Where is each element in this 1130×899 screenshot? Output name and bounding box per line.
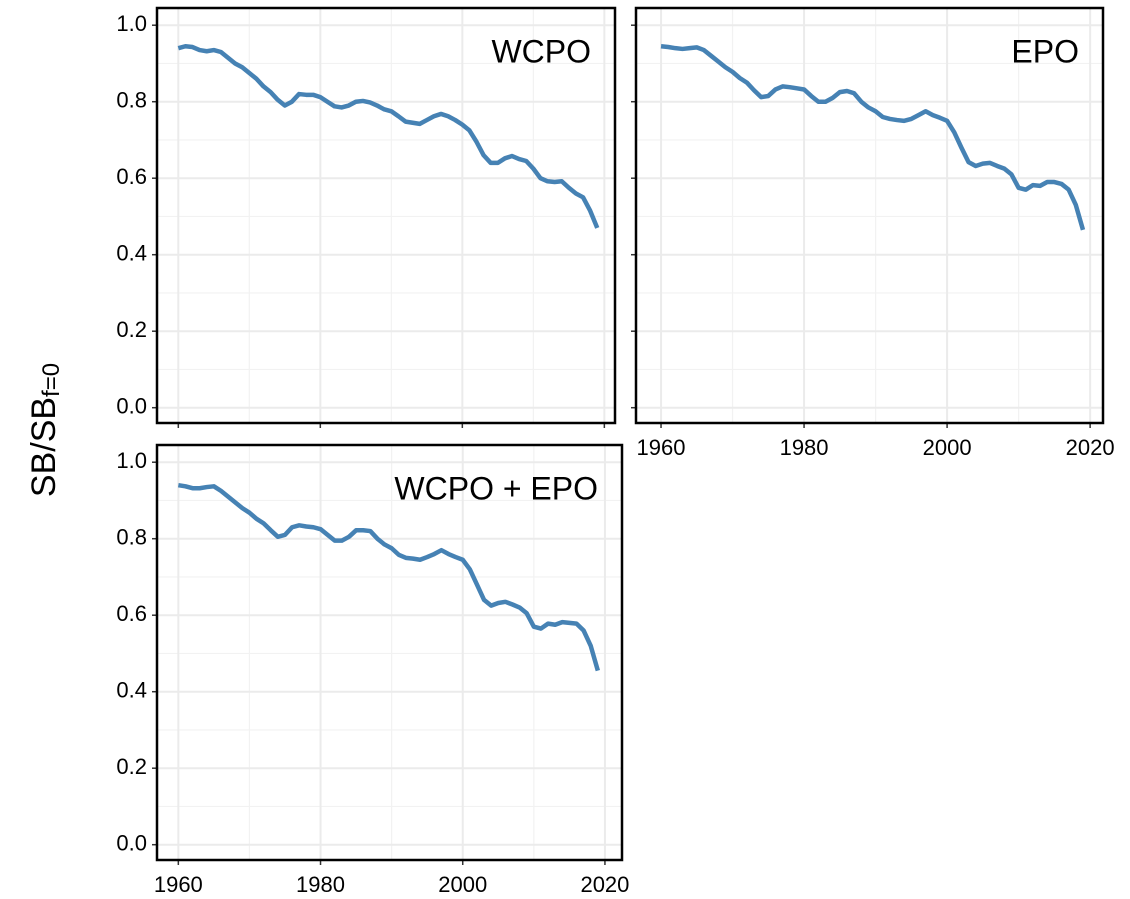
y-tick-label: 0.2 <box>116 754 147 779</box>
y-axis-label-main: SB/SB <box>25 397 63 497</box>
panel-border <box>155 443 624 862</box>
x-tick-label: 1980 <box>780 435 829 460</box>
panel: 0.0 0.2 0.4 0.6 0.8 1.0 WCPO <box>116 6 617 428</box>
y-axis-label: SB/SBf=0 <box>25 363 65 497</box>
data-line <box>177 482 600 672</box>
y-axis-label-subscript: f=0 <box>38 363 65 397</box>
panel-border <box>634 6 1105 425</box>
panel-border <box>155 6 617 425</box>
y-tick-label: 0.0 <box>116 394 147 419</box>
x-tick-label: 1980 <box>296 872 345 897</box>
y-tick-label: 0.2 <box>116 317 147 342</box>
panel-title: WCPO + EPO <box>394 470 598 506</box>
x-tick-label: 2020 <box>1066 435 1115 460</box>
panel: 1960 1980 2000 2020 EPO <box>631 6 1115 460</box>
x-tick-label: 1960 <box>637 435 686 460</box>
x-tick-label: 2000 <box>438 872 487 897</box>
x-tick-label: 2000 <box>923 435 972 460</box>
y-tick-label: 0.0 <box>116 831 147 856</box>
data-line <box>177 44 600 229</box>
data-line <box>660 44 1086 231</box>
panel: 0.0 0.2 0.4 0.6 0.8 1.0 1960 1980 2000 2020 WCPO +… <box>116 443 629 897</box>
y-tick-label: 0.8 <box>116 88 147 113</box>
y-tick-label: 0.8 <box>116 525 147 550</box>
x-tick-label: 2020 <box>580 872 629 897</box>
y-tick-label: 0.6 <box>116 601 147 626</box>
panel-title: WCPO <box>491 33 591 69</box>
y-tick-label: 0.4 <box>116 678 147 703</box>
panel-title: EPO <box>1011 33 1079 69</box>
x-tick-label: 1960 <box>154 872 203 897</box>
y-tick-label: 0.6 <box>116 164 147 189</box>
y-tick-label: 0.4 <box>116 241 147 266</box>
y-tick-label: 1.0 <box>116 448 147 473</box>
y-tick-label: 1.0 <box>116 11 147 36</box>
